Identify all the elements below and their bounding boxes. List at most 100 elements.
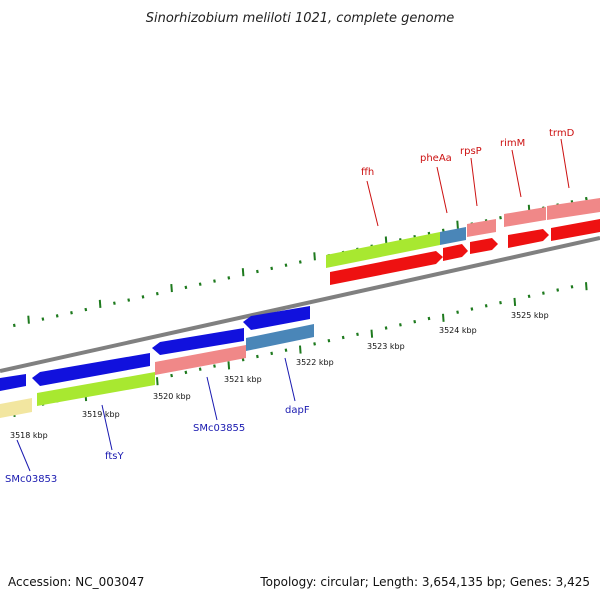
minor-tick [356, 332, 359, 337]
gene-label-SMc03855[interactable]: SMc03855 [193, 423, 245, 434]
scale-labels: 3518 kbp 3519 kbp 3520 kbp 3521 kbp 3522… [10, 311, 549, 440]
cds-reverse-3[interactable] [152, 328, 244, 355]
scale-label: 3519 kbp [82, 410, 120, 419]
gene-bar-pheAa[interactable] [440, 227, 466, 245]
scale-label: 3524 kbp [439, 326, 477, 335]
minor-tick [170, 373, 173, 378]
gene-bar-ffh[interactable] [326, 232, 440, 268]
accession-label: Accession: NC_003047 [8, 575, 144, 589]
cds-forward-5[interactable] [551, 219, 600, 241]
cds-reverse-1[interactable] [0, 374, 26, 391]
minor-tick [198, 282, 202, 286]
major-tick [227, 361, 231, 370]
cds-reverse-4[interactable] [243, 306, 310, 330]
minor-tick [141, 295, 145, 299]
minor-tick [241, 357, 245, 362]
major-tick [241, 268, 245, 277]
gene-bar-rimM[interactable] [504, 207, 546, 227]
minor-tick [155, 291, 159, 296]
gene-label-trmD[interactable]: trmD [549, 128, 575, 139]
minor-tick [399, 323, 402, 327]
bottom-gene-track [0, 324, 314, 418]
reverse-cds-track [0, 306, 310, 391]
major-tick [313, 252, 316, 261]
minor-tick [327, 338, 331, 343]
scale-label: 3518 kbp [10, 431, 48, 440]
minor-tick [127, 298, 131, 302]
gene-bar-trmD[interactable] [547, 198, 600, 220]
minor-tick [556, 288, 560, 292]
genome-summary: Topology: circular; Length: 3,654,135 bp… [259, 575, 590, 589]
scale-label: 3523 kbp [367, 342, 405, 351]
genome-backbone [0, 236, 600, 373]
gene-label-ffh[interactable]: ffh [361, 167, 374, 178]
cds-forward-1[interactable] [330, 251, 443, 285]
minor-tick [470, 307, 474, 311]
map-title: Sinorhizobium meliloti 1021, complete ge… [146, 11, 455, 26]
minor-tick [456, 310, 459, 314]
minor-tick [256, 269, 259, 274]
gene-bar-rpsP[interactable] [467, 219, 496, 237]
cds-forward-2[interactable] [443, 244, 468, 261]
minor-tick [213, 364, 216, 368]
gene-label-SMc03853[interactable]: SMc03853 [5, 474, 57, 485]
top-gene-labels: ffh pheAa rpsP rimM trmD [361, 128, 575, 227]
minor-tick [484, 304, 488, 308]
gene-bar-SMc03853[interactable] [0, 398, 32, 418]
minor-tick [270, 266, 274, 271]
major-tick [98, 299, 102, 308]
gene-label-rpsP[interactable]: rpsP [460, 146, 482, 157]
cds-forward-4[interactable] [508, 229, 549, 248]
minor-tick [413, 319, 417, 324]
cds-forward-3[interactable] [470, 238, 498, 254]
minor-tick [527, 294, 531, 299]
scale-label: 3522 kbp [296, 358, 334, 367]
gene-label-dapF[interactable]: dapF [285, 405, 310, 416]
gene-label-rimM[interactable]: rimM [500, 138, 525, 149]
minor-tick [384, 326, 388, 330]
minor-tick [213, 279, 216, 283]
minor-tick [113, 301, 116, 305]
gene-bar-dapF[interactable] [246, 324, 314, 351]
major-tick [27, 315, 30, 324]
scale-label: 3520 kbp [153, 392, 191, 401]
minor-tick [584, 196, 588, 201]
minor-tick [84, 307, 88, 312]
major-tick [299, 345, 302, 354]
major-tick [585, 282, 588, 291]
minor-tick [41, 317, 45, 321]
minor-tick [184, 370, 188, 375]
gene-label-ftsY[interactable]: ftsY [105, 451, 124, 462]
minor-tick [427, 316, 431, 321]
minor-tick [298, 260, 302, 264]
minor-tick [284, 263, 288, 267]
minor-tick [12, 323, 16, 328]
minor-tick [542, 291, 545, 295]
minor-tick [284, 348, 288, 352]
gene-bar-SMc03855[interactable] [155, 345, 246, 375]
minor-tick [570, 285, 574, 289]
gene-label-pheAa[interactable]: pheAa [420, 153, 452, 164]
major-tick [442, 313, 445, 322]
minor-tick [198, 367, 202, 371]
forward-cds-track [330, 219, 600, 285]
minor-tick [70, 311, 73, 315]
bottom-gene-labels: SMc03853 ftsY SMc03855 dapF [5, 357, 310, 485]
top-gene-track [326, 198, 600, 268]
major-tick [156, 377, 159, 386]
major-tick [170, 283, 173, 293]
minor-tick [227, 276, 231, 280]
major-tick [370, 329, 374, 338]
cds-reverse-2[interactable] [32, 353, 150, 386]
major-tick [513, 297, 517, 307]
minor-tick [499, 215, 502, 220]
scale-label: 3521 kbp [224, 375, 262, 384]
scale-label: 3525 kbp [511, 311, 549, 320]
gene-bar-ftsY[interactable] [37, 372, 155, 406]
minor-tick [256, 354, 259, 359]
minor-tick [341, 335, 345, 340]
major-tick [456, 220, 459, 229]
minor-tick [270, 351, 274, 356]
minor-tick [313, 342, 316, 346]
